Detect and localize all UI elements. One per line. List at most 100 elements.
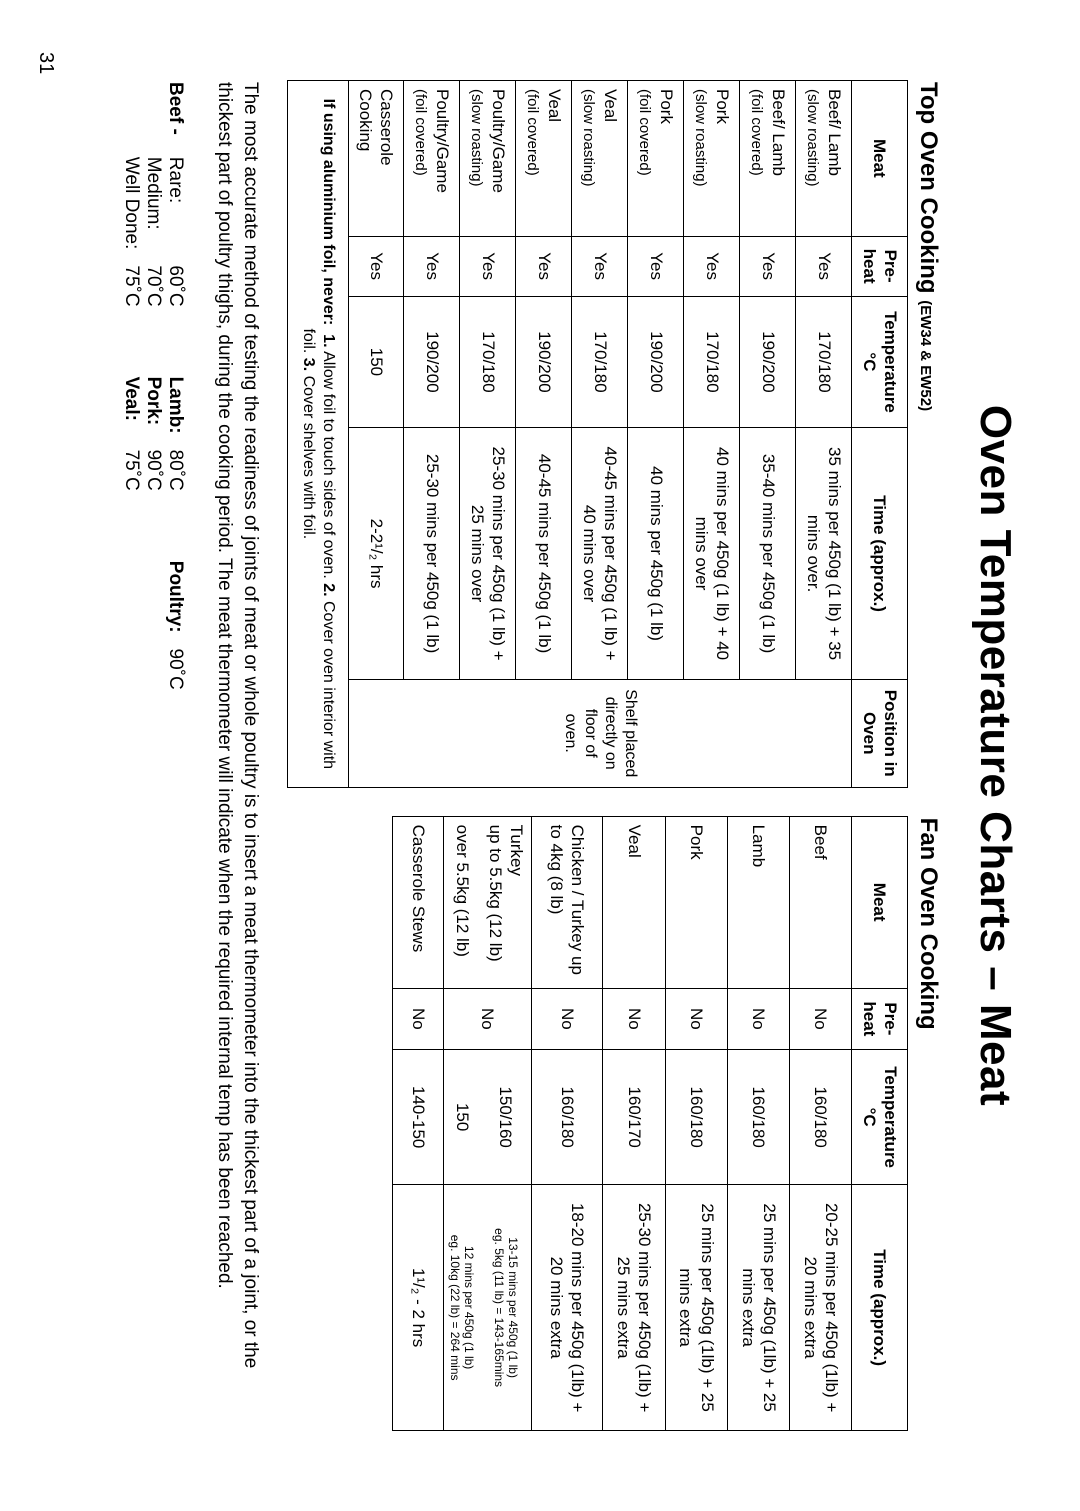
meat-name: Casserole Cooking <box>356 89 396 166</box>
foil-t3: Cover shelves with foil. <box>300 371 317 539</box>
preheat-cell: Yes <box>460 236 516 296</box>
other-labels: Lamb: Pork: Veal: <box>120 377 186 434</box>
meat-name: Pork <box>658 89 677 124</box>
label: Pork: <box>142 377 164 434</box>
meat-cell: Chicken / Turkey up to 4kg (8 lb) <box>532 816 604 988</box>
fan-oven-caption: Fan Oven Cooking <box>914 818 942 1431</box>
meat-cell: over 5.5kg (12 lb) <box>443 816 480 988</box>
top-oven-caption: Top Oven Cooking (EW34 & EW52) <box>914 82 942 788</box>
foil-p2: 2. <box>320 583 337 596</box>
table-row: Beef/ Lamb(slow roasting) Yes 170/180 35… <box>796 81 852 788</box>
header-row: Meat Pre-heat Temperature °C Time (appro… <box>852 816 908 1430</box>
preheat-cell: No <box>532 988 604 1049</box>
turkey-time2: 12 mins per 450g (1 lb) <box>462 1193 476 1422</box>
temp-cell: 190/200 <box>404 296 460 428</box>
time-cell: 18-20 mins per 450g (1lb) + 20 mins extr… <box>532 1185 604 1431</box>
preheat-cell: No <box>790 988 852 1049</box>
poultry-temp: Poultry: 90˚C <box>164 561 186 690</box>
temp-cell: 160/180 <box>532 1050 604 1185</box>
turkey-time2b: eg. 10kg (22 lb) = 264 mins <box>448 1193 462 1422</box>
label: Rare: <box>164 157 186 250</box>
val: 90˚C <box>142 450 164 491</box>
val: 90˚C <box>164 649 186 690</box>
label: Lamb: <box>164 377 186 434</box>
preheat-cell: No <box>665 988 727 1049</box>
other-vals: 80˚C 90˚C 75˚C <box>120 450 186 491</box>
temp-cell: 170/180 <box>796 296 852 428</box>
temp-cell: 190/200 <box>628 296 684 428</box>
foil-p3: 3. <box>300 358 317 371</box>
h-time: Time (approx.) <box>852 428 908 680</box>
time-cell: 35-40 mins per 450g (1 lb) <box>740 428 796 680</box>
h-meat: Meat <box>852 816 908 988</box>
time-cell: 12 mins per 450g (1 lb) eg. 10kg (22 lb)… <box>443 1185 480 1431</box>
foil-note-row: If using aluminium foil, never: 1. Allow… <box>288 81 349 788</box>
val: 60˚C <box>164 265 186 306</box>
h-time: Time (approx.) <box>852 1185 908 1431</box>
meat-cell: Beef/ Lamb(slow roasting) <box>796 81 852 237</box>
meat-cell: Veal (slow roasting) <box>572 81 628 237</box>
top-oven-table: Meat Pre-heat Temperature °C Time (appro… <box>287 80 908 788</box>
temp-cell: 170/180 <box>460 296 516 428</box>
h-preheat: Pre-heat <box>852 236 908 296</box>
header-row: Meat Pre-heat Temperature °C Time (appro… <box>852 81 908 788</box>
meat-sub: (slow roasting) <box>804 89 821 187</box>
turkey-time1b: eg. 5kg (11 lb) = 143-165mins <box>491 1193 505 1422</box>
meat-cell: Beef <box>790 816 852 988</box>
table-row: Beef No 160/180 20-25 mins per 450g (1lb… <box>790 816 852 1430</box>
turkey-sub: up to 5.5kg (12 lb) <box>486 825 505 962</box>
label: Poultry: <box>164 561 186 633</box>
h-temp: Temperature °C <box>852 296 908 428</box>
preheat-cell: No <box>603 988 665 1049</box>
foil-t1: Allow foil to touch sides of oven. <box>320 348 337 584</box>
meat-sub: (slow roasting) <box>580 89 597 187</box>
page-content: Oven Temperature Charts – Meat Top Oven … <box>0 0 1080 1511</box>
preheat-cell: Yes <box>628 236 684 296</box>
time-cell: 40 mins per 450g (1 lb) + 40 mins over <box>684 428 740 680</box>
time-cell: 25-30 mins per 450g (1 lb) <box>404 428 460 680</box>
meat-name: Veal <box>602 89 621 122</box>
caption-sub: (EW34 & EW52) <box>917 300 934 411</box>
preheat-cell: Yes <box>404 236 460 296</box>
h-meat: Meat <box>852 81 908 237</box>
temp-cell: 170/180 <box>684 296 740 428</box>
time-cell: 25-30 mins per 450g (1 lb) + 25 mins ove… <box>460 428 516 680</box>
meat-name: Beef/ Lamb <box>770 89 789 176</box>
temp-cell: 150/160 <box>481 1050 532 1185</box>
temp-cell: 170/180 <box>572 296 628 428</box>
fan-oven-table: Meat Pre-heat Temperature °C Time (appro… <box>392 816 908 1431</box>
meat-sub: (slow roasting) <box>468 89 485 187</box>
meat-cell: Casserole Stews <box>393 816 443 988</box>
meat-cell: Beef/ Lamb(foil covered) <box>740 81 796 237</box>
meat-sub: (foil covered) <box>636 89 653 176</box>
preheat-cell: No <box>728 988 790 1049</box>
meat-cell: Lamb <box>728 816 790 988</box>
foil-note-cell: If using aluminium foil, never: 1. Allow… <box>288 81 349 788</box>
meat-sub: (foil covered) <box>524 89 541 176</box>
foil-lead: If using aluminium foil, never: <box>320 99 337 326</box>
meat-cell: Casserole Cooking <box>349 81 405 237</box>
caption-text: Top Oven Cooking <box>915 82 942 294</box>
foil-p1: 1. <box>320 334 337 347</box>
time-cell: 25 mins per 450g (1lb) + 25 mins extra <box>728 1185 790 1431</box>
val: 75˚C <box>120 450 142 491</box>
turkey-row-2: over 5.5kg (12 lb) 150 12 mins per 450g … <box>443 816 480 1430</box>
meat-name: Veal <box>546 89 565 122</box>
temp-cell: 190/200 <box>516 296 572 428</box>
label: Veal: <box>120 377 142 434</box>
h-preheat: Pre-heat <box>852 988 908 1049</box>
thermometer-paragraph: The most accurate method of testing the … <box>212 82 263 1429</box>
label: Medium: <box>142 157 164 250</box>
table-row: Veal No 160/170 25-30 mins per 450g (1lb… <box>603 816 665 1430</box>
time-cell: 1¹/₂ - 2 hrs <box>393 1185 443 1431</box>
table-row: Pork No 160/180 25 mins per 450g (1lb) +… <box>665 816 727 1430</box>
meat-cell: Pork(slow roasting) <box>684 81 740 237</box>
meat-cell: Pork (foil covered) <box>628 81 684 237</box>
label: Well Done: <box>120 157 142 250</box>
temp-cell: 150 <box>443 1050 480 1185</box>
preheat-cell: No <box>443 988 531 1049</box>
temp-cell: 140-150 <box>393 1050 443 1185</box>
position-cell: Shelf placed directly on floor of oven. <box>349 679 853 787</box>
time-cell: 20-25 mins per 450g (1lb) + 20 mins extr… <box>790 1185 852 1431</box>
time-cell: 35 mins per 450g (1 lb) + 35 mins over. <box>796 428 852 680</box>
